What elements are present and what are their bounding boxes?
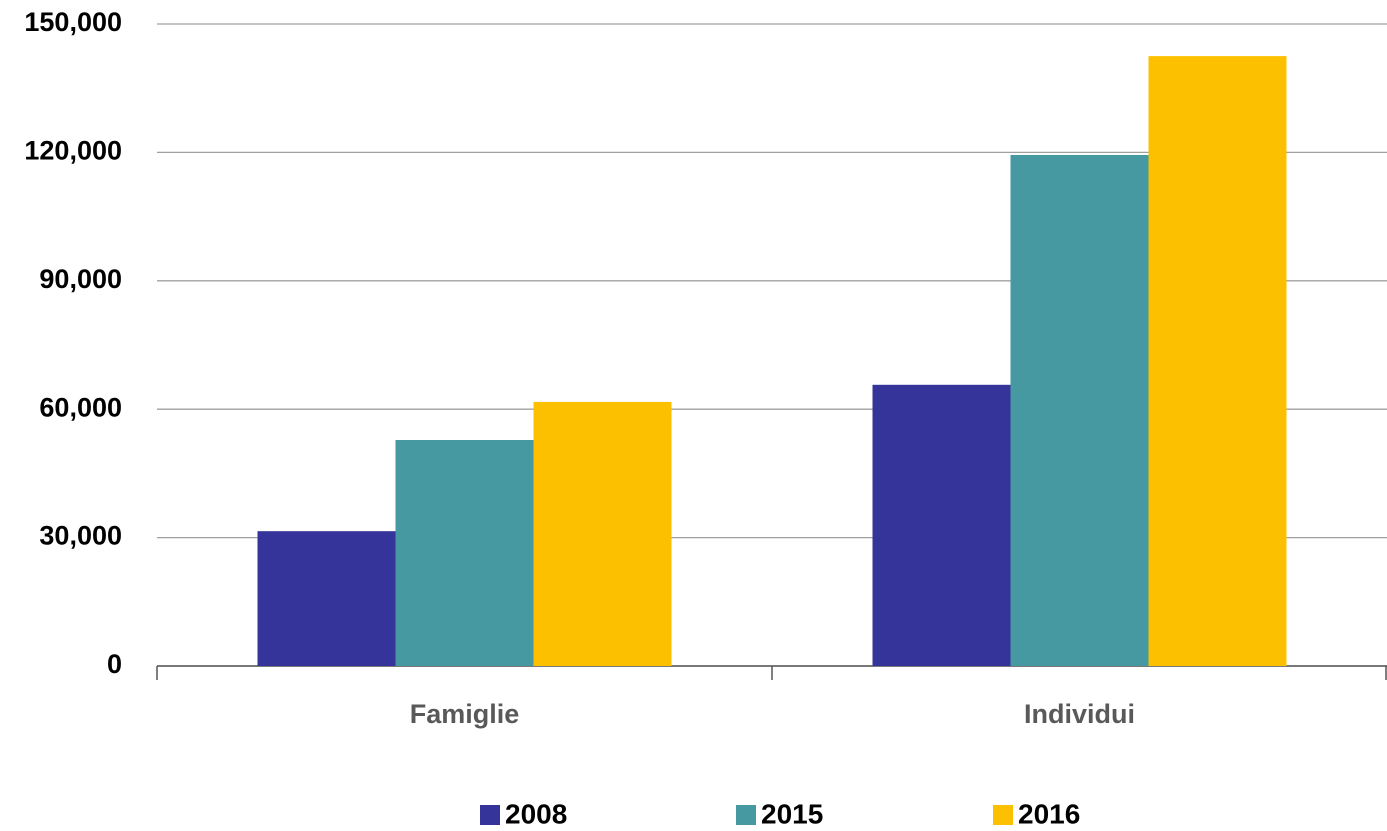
bar bbox=[257, 531, 396, 666]
legend-swatch bbox=[736, 805, 756, 825]
y-tick-label: 90,000 bbox=[39, 264, 122, 294]
y-tick-label: 60,000 bbox=[39, 392, 122, 422]
legend-swatch bbox=[993, 805, 1013, 825]
bar bbox=[533, 401, 672, 666]
legend-swatch bbox=[480, 805, 500, 825]
x-tick-label: Individui bbox=[1024, 699, 1135, 729]
bar bbox=[395, 440, 534, 666]
y-tick-label: 150,000 bbox=[24, 7, 122, 37]
x-tick-label: Famiglie bbox=[410, 699, 520, 729]
bar bbox=[872, 384, 1011, 666]
legend-label: 2016 bbox=[1018, 798, 1080, 829]
legend-label: 2008 bbox=[505, 798, 567, 829]
y-tick-label: 120,000 bbox=[24, 136, 122, 166]
legend-label: 2015 bbox=[761, 798, 823, 829]
bar bbox=[1148, 56, 1287, 667]
bar bbox=[1010, 154, 1149, 666]
y-tick-label: 0 bbox=[107, 649, 122, 679]
y-tick-label: 30,000 bbox=[39, 521, 122, 551]
